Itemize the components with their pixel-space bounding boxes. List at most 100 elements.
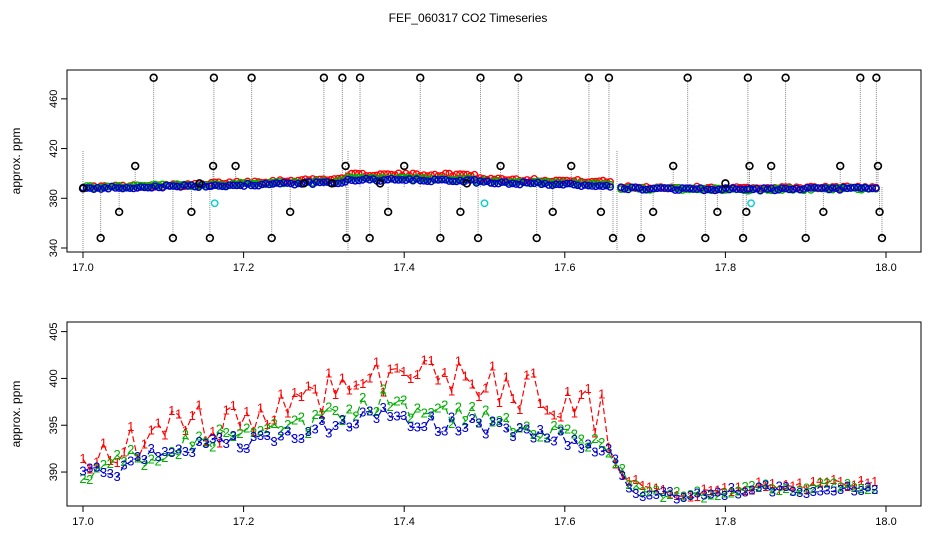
bottom-series-mark-3: 3 bbox=[741, 485, 748, 500]
panel-top-frame bbox=[66, 69, 922, 253]
top-outlier-point bbox=[341, 161, 350, 171]
bottom-series-mark-2: 2 bbox=[482, 402, 489, 417]
top-point bbox=[405, 175, 414, 183]
top-point bbox=[438, 175, 446, 184]
top-point bbox=[173, 182, 181, 191]
bottom-series-mark-2: 2 bbox=[93, 461, 100, 476]
top-outlier-point bbox=[781, 73, 790, 82]
bottom-series-mark-1: 1 bbox=[216, 435, 223, 450]
bottom-series-mark-3: 3 bbox=[612, 452, 619, 467]
top-point bbox=[118, 184, 127, 193]
bottom-series-mark-1: 1 bbox=[475, 389, 482, 404]
top-outlier-point bbox=[875, 207, 884, 217]
top-point bbox=[581, 181, 589, 189]
top-point bbox=[129, 184, 138, 193]
bottom-series-mark-1: 1 bbox=[427, 353, 434, 368]
bottom-series-mark-3: 3 bbox=[782, 479, 789, 494]
top-point bbox=[441, 175, 450, 184]
bottom-series-mark-1: 1 bbox=[264, 417, 271, 432]
top-outlier-point bbox=[342, 233, 351, 243]
top-point bbox=[351, 169, 360, 178]
bottom-series-mark-3: 3 bbox=[277, 429, 284, 444]
bottom-series-mark-2: 2 bbox=[666, 487, 673, 502]
bottom-series-mark-2: 2 bbox=[216, 421, 223, 436]
bottom-series-mark-1: 1 bbox=[803, 482, 810, 497]
top-point bbox=[283, 179, 292, 187]
bottom-series-mark-2: 2 bbox=[714, 488, 721, 503]
bottom-series-mark-1: 1 bbox=[86, 462, 93, 477]
bottom-series-mark-2: 2 bbox=[284, 417, 291, 432]
top-point bbox=[82, 184, 91, 192]
bottom-series-mark-1: 1 bbox=[141, 437, 148, 452]
bottom-series-mark-1: 1 bbox=[864, 476, 871, 491]
bottom-series-line-3 bbox=[82, 406, 876, 501]
bottom-series-mark-1: 1 bbox=[366, 370, 373, 385]
top-point bbox=[595, 181, 604, 190]
bottom-series-mark-3: 3 bbox=[625, 480, 632, 495]
bottom-series-mark-1: 1 bbox=[496, 395, 503, 410]
top-outlier-point bbox=[608, 233, 618, 243]
bottom-series-mark-2: 2 bbox=[660, 490, 667, 505]
bottom-series-mark-3: 3 bbox=[755, 480, 762, 495]
top-point bbox=[628, 183, 636, 192]
bottom-series-mark-2: 2 bbox=[346, 402, 353, 417]
bottom-series-mark-3: 3 bbox=[619, 468, 626, 483]
bottom-series-mark-1: 1 bbox=[161, 428, 168, 443]
top-point bbox=[387, 174, 396, 183]
top-point bbox=[463, 176, 472, 184]
top-outlier-point bbox=[532, 233, 541, 243]
top-point bbox=[207, 182, 216, 190]
bottom-series-mark-1: 1 bbox=[632, 472, 639, 487]
top-point bbox=[301, 178, 310, 187]
top-point bbox=[448, 177, 457, 186]
top-point bbox=[620, 185, 629, 193]
top-point bbox=[602, 181, 611, 190]
top-point bbox=[97, 185, 105, 193]
panel-bottom-frame bbox=[66, 321, 922, 507]
top-point bbox=[290, 180, 299, 189]
top-xtick-label: 17.6 bbox=[554, 262, 575, 274]
bottom-series-mark-2: 2 bbox=[489, 414, 496, 429]
bottom-series-mark-2: 2 bbox=[434, 401, 441, 416]
top-point bbox=[136, 183, 145, 191]
bottom-series-mark-2: 2 bbox=[209, 440, 216, 455]
bottom-series-mark-3: 3 bbox=[120, 457, 127, 472]
top-point bbox=[617, 183, 625, 191]
bottom-series-mark-1: 1 bbox=[359, 376, 366, 391]
top-point bbox=[850, 183, 859, 192]
bottom-series-mark-2: 2 bbox=[755, 480, 762, 495]
top-point bbox=[843, 184, 851, 193]
top-point bbox=[412, 170, 421, 178]
top-outlier-point bbox=[436, 233, 445, 243]
bottom-series-mark-3: 3 bbox=[721, 488, 728, 503]
top-point bbox=[703, 185, 712, 194]
top-point bbox=[312, 178, 321, 186]
bottom-series-mark-1: 1 bbox=[571, 405, 578, 420]
bottom-series-mark-3: 3 bbox=[584, 437, 591, 452]
bottom-series-mark-3: 3 bbox=[598, 444, 605, 459]
top-outlier-point bbox=[636, 233, 646, 243]
top-point bbox=[606, 183, 615, 191]
bottom-series-mark-1: 1 bbox=[154, 416, 161, 431]
bottom-series-mark-1: 1 bbox=[612, 456, 619, 471]
bottom-series-mark-3: 3 bbox=[455, 424, 462, 439]
top-point bbox=[555, 180, 564, 189]
chart-title: FEF_060317 CO2 Timeseries bbox=[389, 11, 548, 25]
top-point bbox=[635, 184, 643, 192]
bottom-series-mark-1: 1 bbox=[741, 483, 748, 498]
top-outlier-point bbox=[338, 73, 347, 82]
bottom-series-mark-1: 1 bbox=[134, 451, 141, 466]
bottom-series-mark-1: 1 bbox=[393, 361, 400, 376]
top-point bbox=[814, 184, 822, 192]
bottom-series-mark-1: 1 bbox=[127, 419, 134, 434]
top-point bbox=[548, 181, 557, 190]
bottom-series-mark-1: 1 bbox=[100, 435, 107, 450]
top-point bbox=[180, 181, 188, 189]
bottom-series-mark-1: 1 bbox=[489, 359, 496, 374]
bottom-series-mark-3: 3 bbox=[168, 445, 175, 460]
bottom-series-mark-2: 2 bbox=[332, 403, 339, 418]
bottom-series-mark-1: 1 bbox=[346, 382, 353, 397]
top-point bbox=[732, 185, 741, 193]
bottom-series-mark-1: 1 bbox=[673, 488, 680, 503]
top-point bbox=[316, 178, 324, 187]
